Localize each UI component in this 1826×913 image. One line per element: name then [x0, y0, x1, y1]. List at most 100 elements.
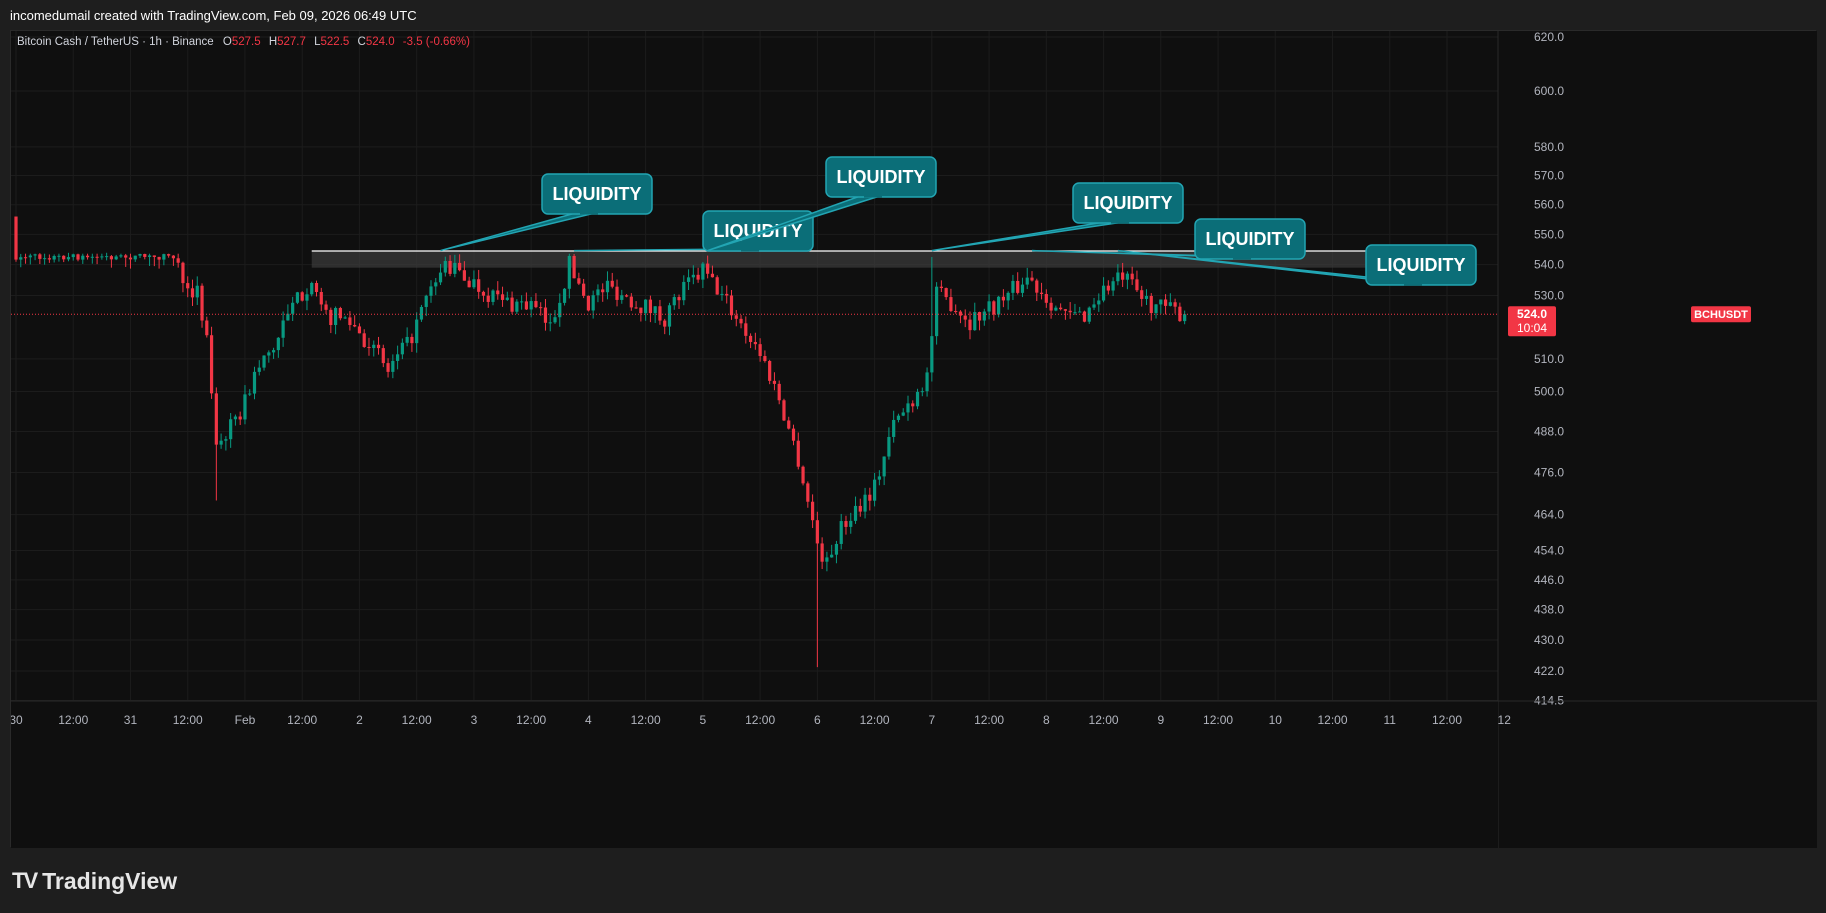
candle-body [863, 494, 867, 512]
candle-body [987, 301, 991, 312]
time-tick-label: 12:00 [58, 713, 88, 727]
candle-body [458, 262, 462, 271]
candle-body [81, 255, 85, 260]
candle-body [1159, 299, 1163, 305]
time-tick-label: 12:00 [287, 713, 317, 727]
candle-body [1049, 302, 1053, 311]
candle-body [839, 521, 843, 544]
candle-body [429, 286, 433, 296]
price-tick-label: 560.0 [1534, 198, 1564, 212]
candle-body [1020, 284, 1025, 293]
chart-frame[interactable]: LIQUIDITY LIQUIDITY LIQUIDITY LIQUIDITY LIQU… [10, 30, 1817, 848]
candle-body [76, 254, 80, 260]
candle-body [1025, 277, 1029, 285]
price-tick-label: 510.0 [1534, 352, 1564, 366]
candle-body [1178, 306, 1182, 322]
candle-body [443, 260, 447, 273]
candle-body [543, 307, 548, 323]
legend-open-label: O [223, 36, 232, 48]
candle-body [1039, 292, 1044, 295]
candle-body [1183, 314, 1187, 322]
candle-body [109, 256, 113, 260]
tradingview-brand: TradingView [42, 867, 178, 894]
candle-body [877, 476, 881, 480]
candle-body [262, 355, 266, 368]
candle-body [1078, 311, 1082, 313]
candle-body [147, 255, 152, 257]
last-price-label: 524.0 [1517, 307, 1547, 321]
candle-body [1016, 280, 1020, 293]
candle-body [424, 295, 428, 307]
liquidity-callout: LIQUIDITY [931, 182, 1184, 252]
candle-body [85, 255, 90, 258]
callout-pointer [440, 211, 600, 252]
candle-body [1063, 309, 1067, 311]
price-axis-bg [1498, 31, 1817, 848]
candle-body [796, 440, 800, 467]
candle-body [901, 412, 905, 416]
candle-body [768, 361, 772, 381]
candle-body [438, 272, 443, 283]
candle-body [357, 326, 362, 334]
candle-body [882, 456, 886, 477]
candle-body [906, 403, 910, 413]
candle-body [71, 254, 75, 258]
candle-body [605, 280, 610, 293]
candle-body [997, 296, 1001, 315]
price-axis[interactable]: 620.0 600.0 580.0 570.0 560.0 550.0 540.0 530.0… [1497, 31, 1817, 848]
candle-body [887, 436, 891, 457]
legend-open: 527.5 [232, 36, 261, 48]
candle-body [33, 254, 37, 256]
candle-body [954, 311, 958, 313]
candle-body [343, 317, 347, 319]
candle-body [376, 344, 381, 349]
candle-body [43, 258, 47, 260]
candle-body [620, 295, 624, 300]
candle-body [496, 290, 500, 295]
candle-body [62, 255, 66, 260]
candle-body [1097, 300, 1101, 305]
candle-body [329, 309, 333, 326]
candle-body [229, 419, 233, 440]
candle-body [209, 335, 214, 394]
candle-body [710, 273, 715, 278]
candle-body [410, 336, 414, 344]
candle-body [729, 295, 734, 316]
candle-body [930, 336, 934, 373]
candle-body [128, 257, 133, 260]
price-tick-label: 488.0 [1534, 425, 1564, 439]
candle-body [958, 311, 963, 316]
candle-body [830, 554, 834, 558]
candle-body [567, 255, 571, 289]
candle-body [1163, 299, 1168, 306]
candle-body [267, 352, 271, 356]
time-axis[interactable]: 30 12:00 31 12:00 Feb 12:00 2 12:00 3 12:00 4 12:00… [11, 700, 1817, 848]
candle-body [491, 290, 495, 302]
candle-body [624, 295, 629, 297]
candle-body [548, 322, 552, 324]
candle-body [190, 288, 195, 298]
candle-body [381, 348, 385, 364]
candle-body [644, 299, 648, 314]
candle-body [992, 301, 996, 315]
candle-body [310, 282, 314, 295]
last-symbol-badge [1691, 306, 1751, 323]
candle-body [152, 255, 156, 257]
candle-body [672, 297, 676, 306]
candle-body [386, 363, 390, 372]
candle-body [520, 301, 524, 303]
time-tick-label: 12:00 [1089, 713, 1119, 727]
time-tick-label: 3 [471, 713, 478, 727]
time-tick-label: 12:00 [974, 713, 1004, 727]
candle-body [658, 306, 662, 321]
tradingview-logo[interactable]: TV TradingView [12, 866, 177, 896]
candle-body [853, 505, 858, 521]
time-tick-label: 12:00 [631, 713, 661, 727]
liquidity-callout: LIQUIDITY [574, 210, 814, 252]
candle-body [295, 292, 300, 303]
price-tick-label: 600.0 [1534, 84, 1564, 98]
candle-body [314, 282, 319, 292]
candle-body [167, 254, 171, 256]
price-chart[interactable]: LIQUIDITY LIQUIDITY LIQUIDITY LIQUIDITY LIQU… [11, 31, 1817, 848]
candle-body [935, 286, 939, 337]
